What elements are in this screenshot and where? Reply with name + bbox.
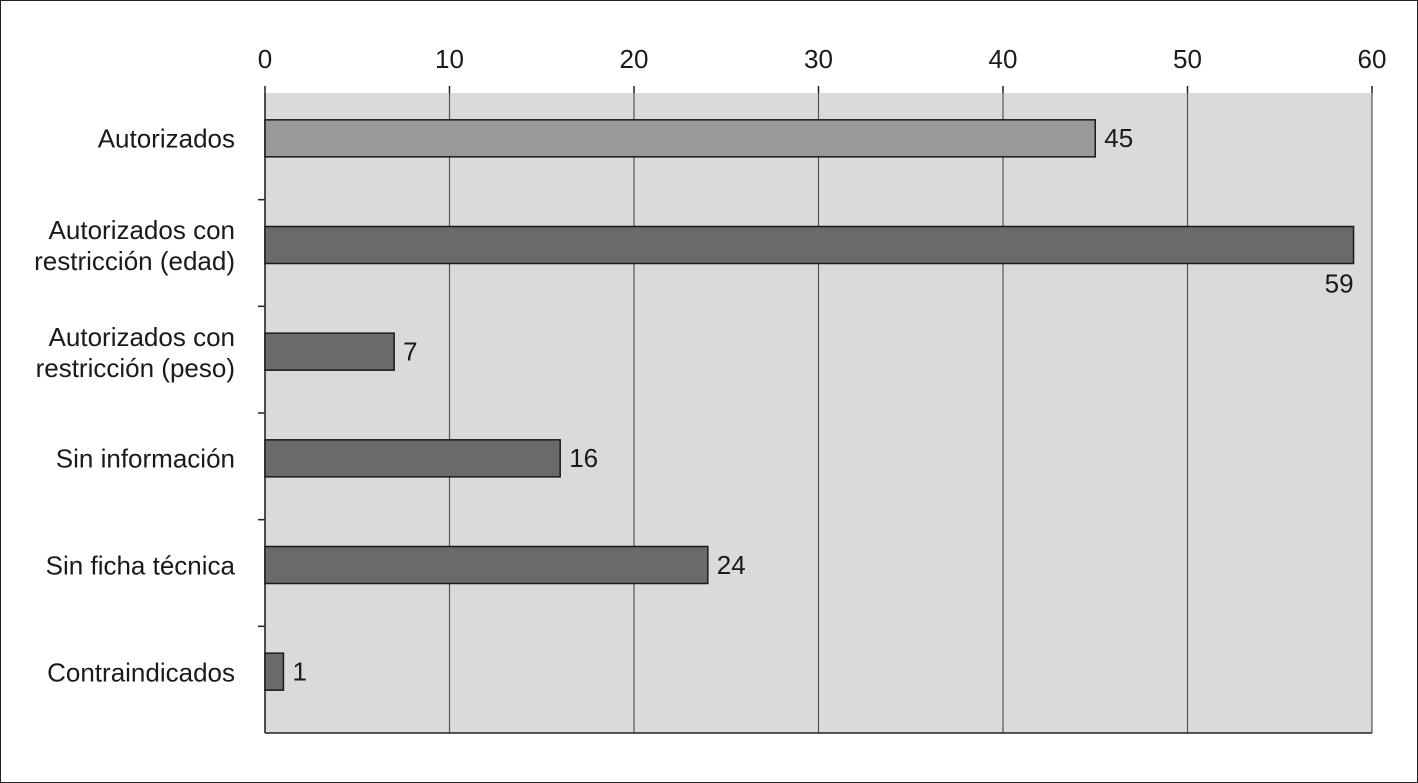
value-label: 16 [569,443,598,473]
x-tick-label: 50 [1173,44,1202,74]
x-tick-label: 40 [989,44,1018,74]
category-label: Autorizados con restricción (edad) [34,215,235,276]
category-label: Autorizados con restricción (peso) [35,321,235,383]
x-tick-label: 20 [620,44,649,74]
category-label: Contraindicados [47,657,235,688]
x-tick-label: 60 [1358,44,1387,74]
x-tick-label: 0 [258,44,272,74]
x-tick-label: 30 [804,44,833,74]
value-label: 7 [403,337,417,367]
bar [264,652,285,691]
category-label: Sin ficha técnica [45,550,235,581]
bar [264,225,1355,265]
bar [264,119,1096,158]
category-label: Sin información [55,443,235,474]
bar [264,545,709,585]
bar [264,439,561,478]
value-label: 59 [1325,268,1354,298]
x-tick-label: 10 [435,44,464,74]
value-label: 24 [717,550,746,580]
category-label: Autorizados [97,123,235,154]
value-label: 1 [292,657,306,687]
bar [264,332,395,371]
value-label: 45 [1104,123,1133,153]
